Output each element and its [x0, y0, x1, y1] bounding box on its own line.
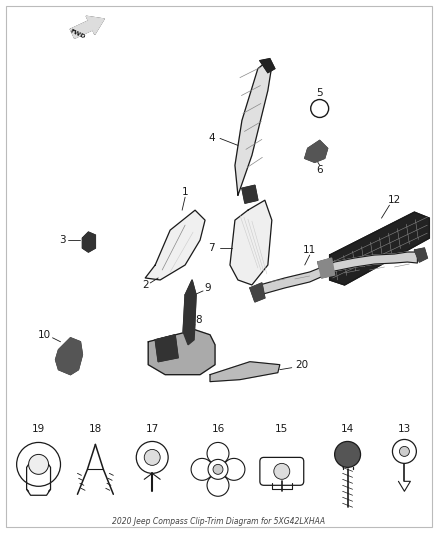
Text: 13: 13: [398, 424, 411, 434]
Text: 12: 12: [388, 195, 401, 205]
Polygon shape: [56, 338, 82, 375]
Text: FWD: FWD: [69, 28, 86, 39]
Polygon shape: [250, 283, 265, 302]
Text: 3: 3: [59, 235, 66, 245]
Polygon shape: [145, 210, 205, 280]
Polygon shape: [183, 280, 196, 345]
FancyBboxPatch shape: [260, 457, 304, 486]
Text: 11: 11: [303, 245, 316, 255]
Text: 2: 2: [142, 280, 148, 290]
Polygon shape: [235, 61, 272, 195]
Circle shape: [392, 439, 417, 463]
Text: 19: 19: [32, 424, 45, 434]
Polygon shape: [82, 232, 95, 252]
Text: 1: 1: [182, 187, 188, 197]
Text: 20: 20: [295, 360, 308, 370]
Polygon shape: [148, 330, 215, 375]
Text: 4: 4: [208, 133, 215, 143]
Text: 6: 6: [316, 165, 323, 175]
Polygon shape: [414, 248, 427, 262]
Polygon shape: [210, 362, 280, 382]
Circle shape: [399, 447, 410, 456]
Text: 18: 18: [89, 424, 102, 434]
Circle shape: [207, 474, 229, 496]
Polygon shape: [330, 212, 429, 285]
Polygon shape: [260, 252, 417, 295]
Circle shape: [136, 441, 168, 473]
Text: 9: 9: [205, 283, 212, 293]
Circle shape: [274, 463, 290, 479]
Circle shape: [213, 464, 223, 474]
Text: 17: 17: [145, 424, 159, 434]
Circle shape: [28, 455, 49, 474]
Text: 16: 16: [212, 424, 225, 434]
Circle shape: [208, 459, 228, 479]
Text: 15: 15: [275, 424, 289, 434]
Circle shape: [335, 441, 360, 467]
Polygon shape: [305, 140, 328, 163]
Text: 2020 Jeep Compass Clip-Trim Diagram for 5XG42LXHAA: 2020 Jeep Compass Clip-Trim Diagram for …: [113, 516, 325, 526]
Circle shape: [311, 100, 328, 117]
Polygon shape: [260, 59, 275, 72]
Text: 14: 14: [341, 424, 354, 434]
Text: 8: 8: [195, 315, 201, 325]
Polygon shape: [318, 258, 335, 278]
Circle shape: [144, 449, 160, 465]
Text: 10: 10: [37, 330, 50, 340]
Text: 7: 7: [208, 243, 215, 253]
Circle shape: [191, 458, 213, 480]
Circle shape: [223, 458, 245, 480]
Circle shape: [17, 442, 60, 486]
Polygon shape: [242, 185, 258, 203]
Polygon shape: [71, 17, 104, 38]
Polygon shape: [230, 200, 272, 285]
Polygon shape: [155, 335, 178, 362]
Text: 5: 5: [316, 87, 323, 98]
Circle shape: [207, 442, 229, 464]
